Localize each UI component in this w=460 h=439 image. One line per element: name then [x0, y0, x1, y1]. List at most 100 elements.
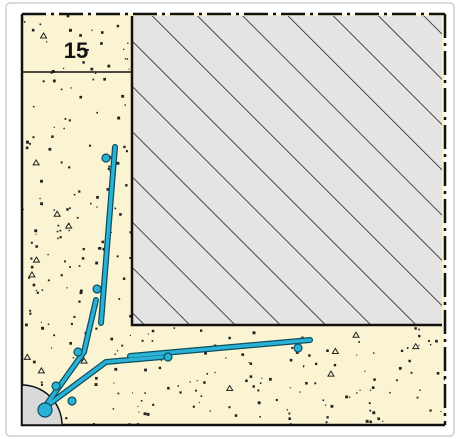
speck [119, 213, 122, 216]
speck [86, 48, 89, 52]
speck [35, 245, 38, 248]
speck [110, 231, 112, 233]
speck [40, 321, 42, 323]
speck [70, 322, 73, 325]
speck [440, 411, 442, 413]
speck [25, 140, 29, 144]
speck [45, 41, 48, 43]
speck [107, 167, 110, 171]
speck [34, 229, 38, 233]
speck [275, 398, 278, 402]
speck [79, 56, 81, 58]
speck [377, 417, 381, 421]
speck [60, 161, 63, 164]
speck [356, 392, 358, 394]
speck [63, 127, 65, 130]
speck [199, 329, 203, 332]
rebar-section [37, 153, 303, 418]
speck [78, 190, 81, 193]
speck [57, 224, 60, 227]
speck [53, 209, 55, 211]
speck [79, 95, 83, 99]
speck [92, 78, 95, 81]
speck [257, 401, 261, 405]
speck [122, 277, 126, 280]
speck [289, 387, 291, 389]
speck [79, 289, 83, 293]
speck [62, 67, 65, 70]
speck [291, 346, 294, 349]
speck [371, 386, 375, 389]
speck [179, 391, 182, 394]
speck [345, 395, 348, 399]
speck [95, 376, 98, 380]
speck [326, 349, 329, 353]
speck [195, 389, 197, 392]
speck [96, 206, 98, 208]
speck [41, 289, 44, 291]
speck [116, 24, 120, 28]
speck [372, 411, 376, 415]
speck [427, 340, 430, 342]
speck [94, 383, 98, 387]
speck [24, 323, 28, 327]
speck [137, 405, 139, 407]
speck [257, 389, 260, 392]
speck [47, 253, 49, 256]
speck [32, 136, 35, 139]
speck [373, 378, 376, 381]
speck [40, 179, 43, 183]
speck [261, 377, 263, 379]
speck [252, 331, 256, 335]
speck [369, 409, 372, 412]
speck [106, 188, 110, 191]
speck [57, 237, 59, 240]
speck [73, 193, 76, 196]
speck [359, 389, 361, 391]
speck [47, 279, 50, 282]
speck [53, 334, 56, 337]
speck [129, 334, 131, 337]
rebar-highlight [42, 145, 312, 410]
speck [50, 347, 53, 349]
speck [30, 265, 34, 269]
speck [358, 341, 361, 343]
speck [88, 144, 91, 147]
speck [369, 389, 372, 391]
speck [128, 68, 130, 70]
speck [147, 333, 150, 335]
speck [80, 357, 88, 364]
speck [141, 339, 144, 342]
speck [302, 366, 305, 368]
speck [245, 379, 248, 383]
speck [78, 300, 81, 303]
speck [37, 366, 46, 374]
speck [333, 363, 337, 367]
speck [206, 372, 209, 375]
speck [101, 240, 105, 244]
speck [435, 339, 438, 343]
speck [66, 208, 69, 211]
speck [59, 236, 62, 239]
speck [64, 260, 66, 263]
speck [112, 408, 115, 410]
speck [418, 344, 420, 346]
speck [113, 382, 115, 384]
speck [322, 399, 325, 402]
speck [29, 142, 31, 145]
speck [364, 370, 366, 372]
speck [259, 415, 261, 418]
speck [398, 366, 402, 370]
speck [152, 403, 155, 406]
speck [443, 378, 445, 381]
speck [64, 222, 73, 229]
speck [330, 404, 334, 408]
speck [30, 257, 33, 260]
speck [94, 72, 97, 75]
speck [234, 414, 238, 417]
speck [268, 377, 272, 381]
speck [410, 371, 413, 374]
speck [116, 350, 119, 352]
speck [35, 289, 38, 292]
speck [53, 210, 62, 217]
